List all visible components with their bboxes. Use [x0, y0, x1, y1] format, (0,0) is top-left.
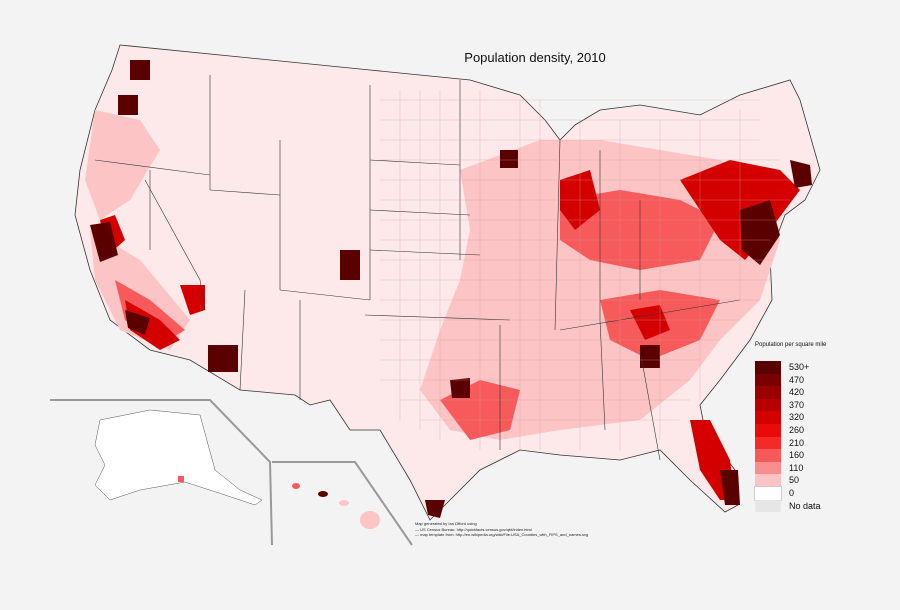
legend-label: 420 [789, 387, 805, 398]
density-530-plus [90, 60, 812, 518]
legend-item: 320 [755, 411, 821, 424]
legend-label: 260 [789, 424, 805, 435]
legend-swatch [755, 449, 781, 462]
legend-item: 260 [755, 423, 821, 437]
legend-item: 160 [755, 449, 821, 462]
legend-item: 530+ [755, 361, 821, 374]
legend-item: 370 [755, 398, 821, 412]
legend-label: 320 [789, 412, 805, 423]
legend-item: 210 [755, 436, 821, 450]
legend-label: 210 [789, 437, 805, 448]
legend-item: 470 [755, 373, 821, 387]
alaska-anchorage [178, 476, 184, 482]
legend-label: 470 [789, 374, 805, 385]
inset-border-hawaii [272, 461, 413, 546]
legend: 530+ 470 420 370 320 260 210 160 110 50 … [754, 361, 821, 513]
inset-border-alaska [50, 399, 273, 546]
legend-swatch [755, 398, 781, 412]
legend-label: 370 [789, 399, 805, 410]
legend-title: Population per square mile [755, 342, 827, 348]
legend-swatch [755, 411, 781, 424]
legend-swatch [755, 361, 781, 374]
legend-swatch [755, 423, 781, 437]
legend-item: 110 [755, 461, 821, 475]
legend-swatch [755, 474, 781, 487]
legend-label: 50 [789, 475, 800, 486]
credit-line: — US Census Bureau: http://quickfacts.ce… [415, 526, 532, 532]
legend-item: 50 [755, 474, 821, 487]
state-borders [94, 75, 741, 461]
legend-item: 420 [755, 386, 821, 399]
legend-swatch [755, 461, 781, 475]
legend-item: 0 [754, 485, 821, 501]
credit-line: Map generated by Ian Offord using [415, 521, 477, 526]
legend-swatch [755, 499, 781, 513]
legend-label: 110 [789, 462, 804, 473]
legend-label: 160 [789, 450, 805, 461]
legend-swatch [755, 386, 781, 399]
hawaii [292, 483, 380, 529]
legend-label: 0 [789, 487, 795, 498]
legend-swatch [755, 436, 781, 450]
legend-swatch [754, 485, 782, 501]
map-title: Population density, 2010 [464, 50, 606, 65]
legend-swatch [755, 373, 781, 387]
credit-line: — map template from: http://en.wikipedia… [415, 532, 589, 537]
legend-item: No data [755, 499, 821, 513]
legend-label: 530+ [789, 362, 810, 372]
map-credits: Map generated by Ian Offord using — US C… [415, 521, 588, 538]
legend-label: No data [789, 500, 821, 511]
county-lines [380, 90, 790, 450]
alaska [94, 409, 263, 506]
